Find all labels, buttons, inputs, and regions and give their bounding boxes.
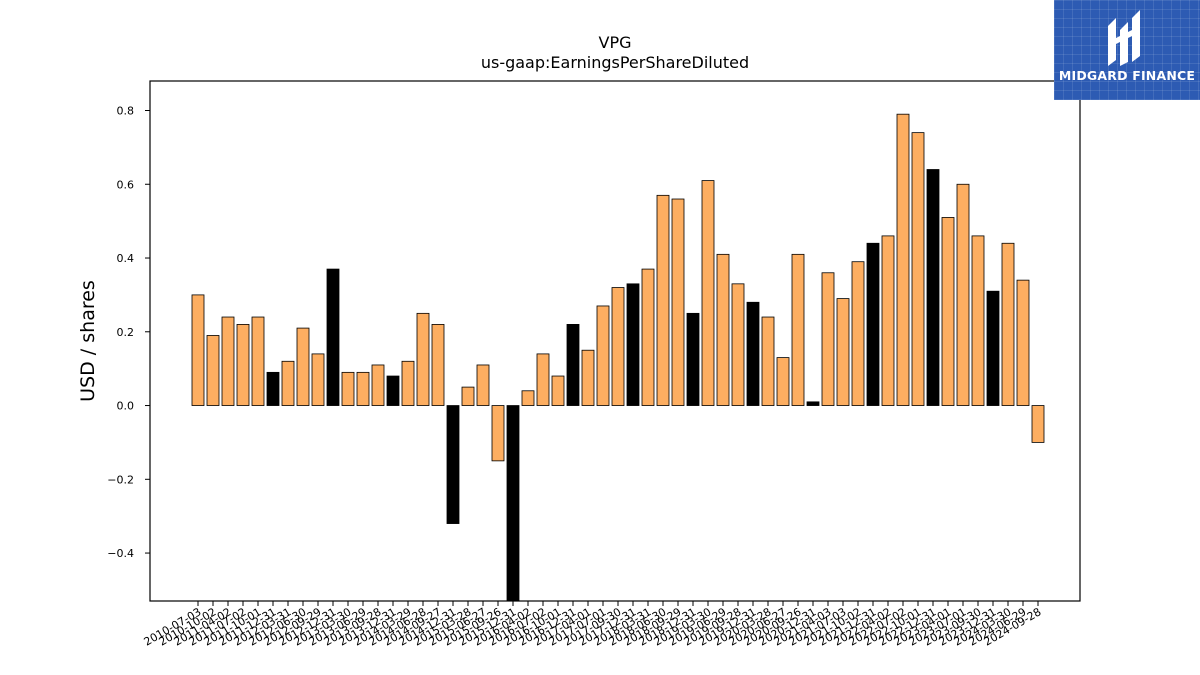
bar-2019-12-31	[746, 301, 760, 406]
bar-2013-03-30	[341, 371, 355, 406]
y-tick-label: 0.2	[117, 326, 135, 339]
bar-2018-06-30	[656, 194, 670, 406]
y-axis-label: USD / shares	[77, 280, 99, 402]
bar-2010-10-02	[206, 335, 220, 406]
bar-2021-12-31	[866, 242, 880, 406]
bar-2011-04-02	[221, 316, 235, 406]
bar-2024-06-29	[1016, 279, 1030, 406]
bar-2013-12-31	[386, 375, 400, 406]
bar-2016-07-02	[536, 353, 550, 406]
bar-2022-07-02	[896, 113, 910, 406]
bar-2012-06-30	[296, 327, 310, 406]
bar-2014-03-29	[401, 360, 415, 406]
bar-2024-09-28	[1031, 405, 1045, 443]
bar-2021-04-03	[821, 272, 835, 406]
bar-2011-07-02	[236, 324, 250, 406]
bar-2023-04-01	[941, 217, 955, 406]
bar-2015-03-28	[461, 386, 475, 406]
bar-2014-09-27	[431, 324, 445, 406]
bar-2011-12-31	[266, 371, 280, 406]
bar-2019-03-30	[701, 180, 715, 406]
bar-2021-07-03	[836, 298, 850, 406]
bar-2020-09-26	[791, 253, 805, 406]
bar-2016-04-02	[521, 390, 535, 406]
bar-2017-04-01	[581, 349, 595, 406]
bar-2022-12-31	[926, 169, 940, 406]
plot-frame	[149, 80, 1081, 602]
y-tick-label: 0.6	[117, 178, 135, 191]
bar-2024-03-30	[1001, 242, 1015, 406]
bar-2015-09-26	[491, 405, 505, 462]
bar-2022-04-02	[881, 235, 895, 406]
bar-2012-12-31	[326, 268, 340, 406]
y-tick-label: 0.4	[117, 252, 135, 265]
midgard-finance-logo: MIDGARD FINANCE	[1054, 0, 1200, 100]
bar-2012-09-29	[311, 353, 325, 406]
midgard-logo-icon	[1108, 10, 1140, 66]
bar-2017-09-30	[611, 287, 625, 406]
bar-2023-07-01	[956, 183, 970, 406]
y-tick-label: −0.2	[107, 473, 134, 486]
bar-2016-10-01	[551, 375, 565, 406]
bar-2013-06-29	[356, 371, 370, 406]
bar-2018-03-31	[641, 268, 655, 406]
bar-2023-09-30	[971, 235, 985, 406]
bar-2016-12-31	[566, 324, 580, 406]
bar-2013-09-28	[371, 364, 385, 406]
y-tick-label: 0.0	[117, 400, 135, 413]
bar-2020-12-31	[806, 401, 820, 406]
bar-2022-10-01	[911, 132, 925, 406]
bar-2014-12-31	[446, 405, 460, 524]
bar-2020-06-27	[776, 357, 790, 406]
bar-2011-10-01	[251, 316, 265, 406]
bar-2023-12-31	[986, 290, 1000, 406]
bar-2019-06-29	[716, 253, 730, 406]
bar-group	[191, 113, 1045, 601]
bar-2017-07-01	[596, 305, 610, 406]
chart-subtitle: us-gaap:EarningsPerShareDiluted	[481, 53, 749, 72]
y-tick-label: −0.4	[107, 547, 134, 560]
bar-2018-12-31	[686, 312, 700, 406]
bar-2014-06-28	[416, 312, 430, 406]
plot-area: −0.4−0.20.00.20.40.60.82010-07-032010-10…	[107, 80, 1081, 649]
bar-2017-12-31	[626, 283, 640, 406]
bar-2015-06-27	[476, 364, 490, 406]
y-tick-label: 0.8	[117, 105, 135, 118]
bar-2012-03-31	[281, 360, 295, 406]
bar-2018-09-29	[671, 198, 685, 406]
bar-2021-10-02	[851, 261, 865, 406]
bar-2010-07-03	[191, 294, 205, 406]
bar-2020-03-28	[761, 316, 775, 406]
logo-text: MIDGARD FINANCE	[1058, 68, 1196, 83]
bar-2015-12-31	[506, 405, 520, 601]
chart-title: VPG	[599, 33, 632, 52]
bar-2019-09-28	[731, 283, 745, 406]
